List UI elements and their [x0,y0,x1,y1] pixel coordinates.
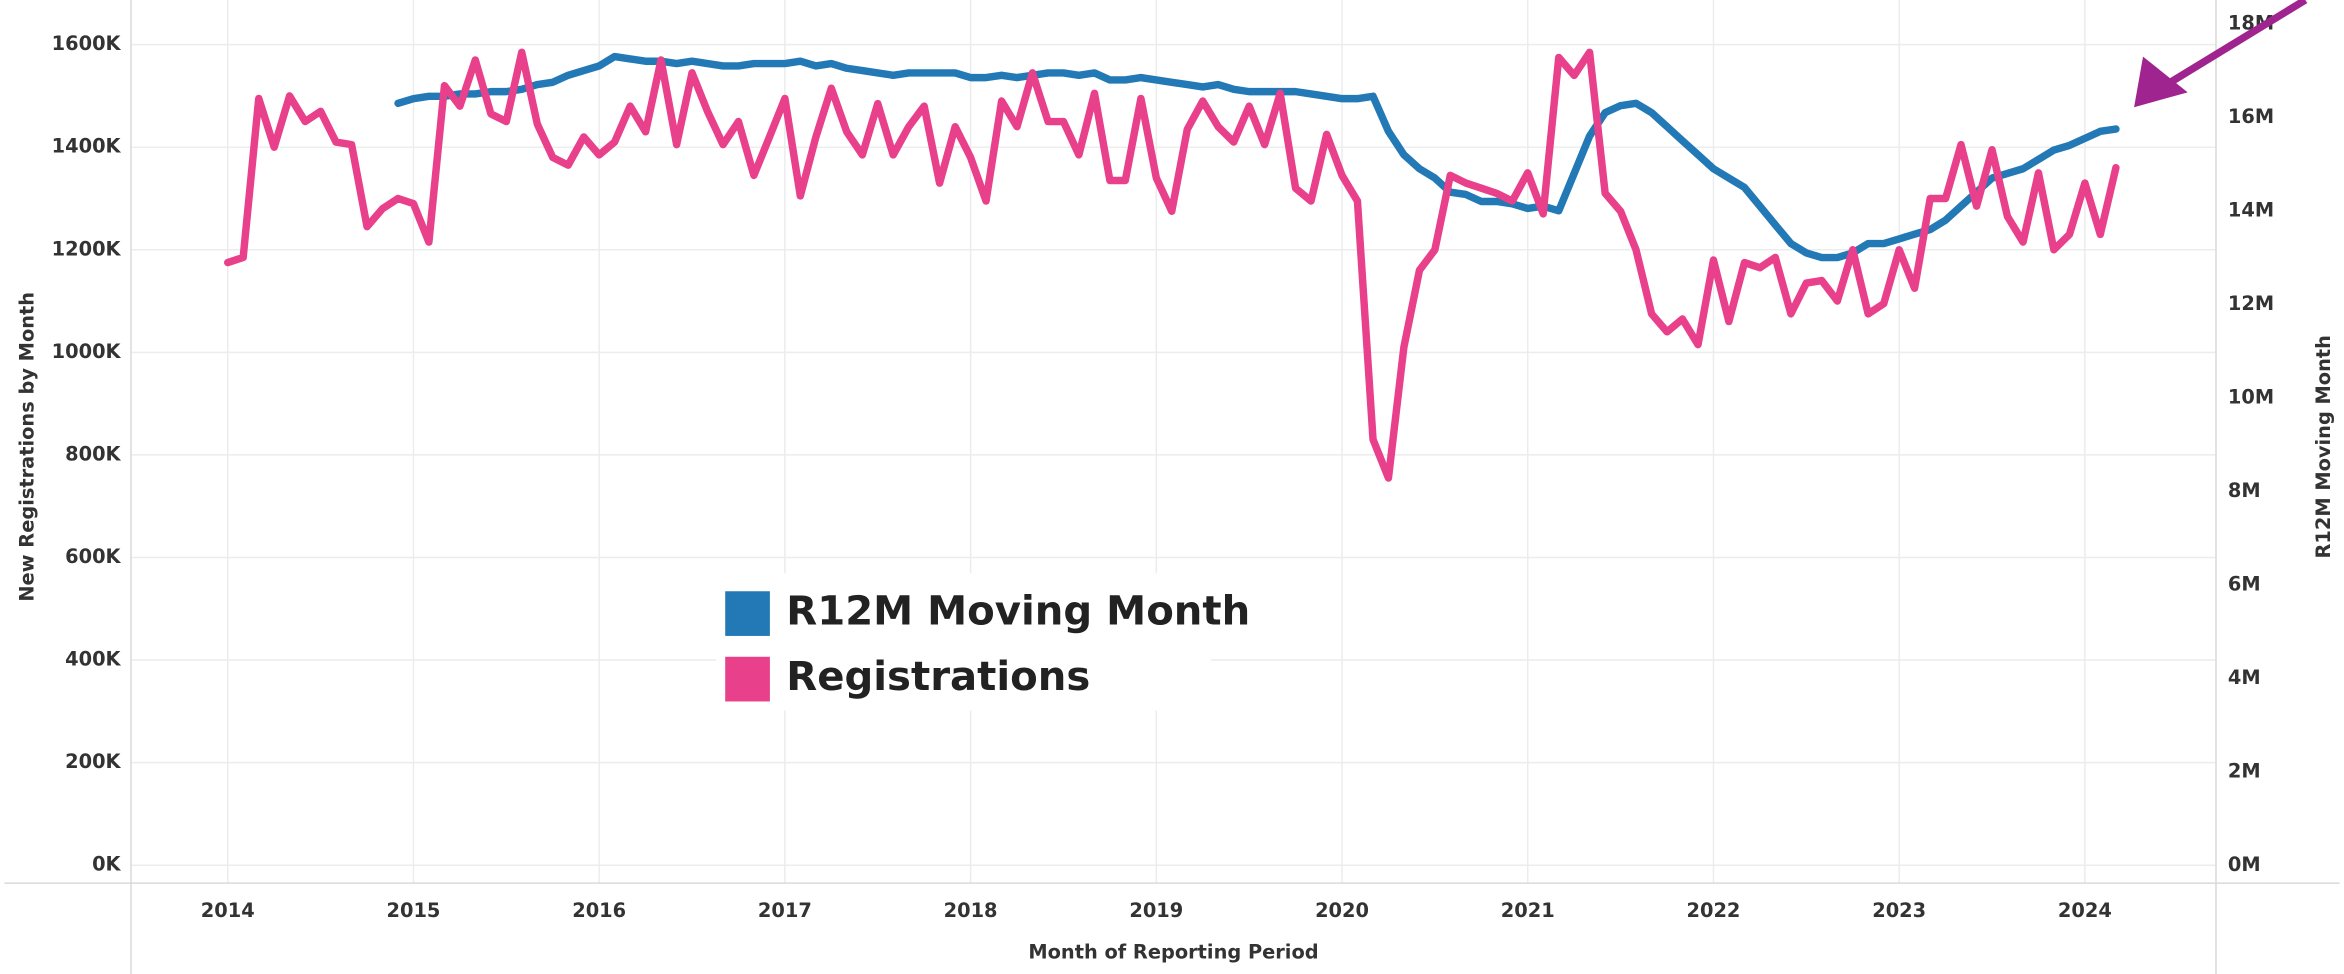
y-tick-label: 1200K [52,237,122,260]
y-tick-label: 1600K [52,32,122,55]
legend: R12M Moving Month Registrations [716,573,1250,711]
x-tick-label: 2015 [387,899,441,922]
x-tick-label: 2021 [1501,899,1555,922]
legend-swatch [725,656,770,702]
y-tick-label: 1400K [52,135,122,158]
labels: 0K 200K 400K 600K 800K 1000K 1200K 1400K 1600K 0M… [52,11,2274,922]
legend-label: Registrations [786,654,1090,700]
y-tick-label: 1000K [52,340,122,363]
x-tick-label: 2017 [758,899,812,922]
y2-tick-label: 10M [2228,385,2274,408]
x-tick-label: 2020 [1315,899,1369,922]
annotation-arrow [2134,0,2308,108]
y-tick-label: 800K [65,442,121,465]
x-tick-label: 2024 [2058,899,2112,922]
y-tick-label: 0K [92,853,121,876]
x-tick-label: 2018 [944,899,998,922]
x-axis-title: Month of Reporting Period [1028,941,1318,964]
arrow-shaft [2147,0,2308,99]
grid [130,0,2216,884]
series-line [394,52,2120,262]
y-tick-label: 400K [65,648,121,671]
lines [224,48,2120,482]
arrow-head [2134,56,2188,108]
y2-tick-label: 0M [2228,853,2261,876]
y-tick-label: 200K [65,750,121,773]
y2-tick-label: 2M [2228,759,2261,782]
legend-items: R12M Moving Month Registrations [725,589,1250,702]
y2-tick-label: 8M [2228,479,2261,502]
y2-tick-label: 4M [2228,666,2261,689]
y-axis-title: New Registrations by Month [16,292,39,602]
y2-tick-label: 12M [2228,292,2274,315]
x-tick-label: 2014 [201,899,255,922]
y2-tick-label: 16M [2228,105,2274,128]
series-line [224,48,2120,482]
y2-axis-title: R12M Moving Month [2312,335,2335,558]
legend-label: R12M Moving Month [786,589,1250,635]
legend-swatch [725,591,770,636]
x-tick-label: 2016 [572,899,626,922]
x-tick-label: 2019 [1129,899,1183,922]
y-tick-label: 600K [65,545,121,568]
x-tick-label: 2022 [1687,899,1741,922]
x-tick-label: 2023 [1872,899,1926,922]
y2-tick-label: 14M [2228,198,2274,221]
legend-box [716,573,1211,711]
y2-tick-label: 6M [2228,572,2261,595]
